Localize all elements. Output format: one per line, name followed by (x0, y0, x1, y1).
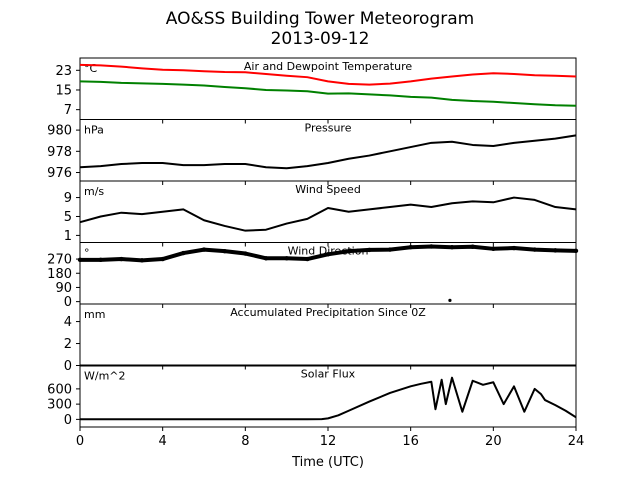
y-tick-label: 978 (47, 145, 72, 160)
y-tick-label: 90 (55, 281, 72, 296)
y-tick-label: 980 (47, 124, 72, 139)
series-line (79, 134, 577, 170)
panel-title: Wind Speed (295, 183, 361, 196)
y-tick-label: 15 (55, 83, 72, 98)
y-tick-label: 270 (47, 253, 72, 268)
series-line (80, 244, 577, 263)
y-tick-label: 9 (64, 191, 72, 206)
y-tick-label: 0 (64, 295, 72, 310)
panel-title: Air and Dewpoint Temperature (244, 60, 412, 73)
series-line (79, 80, 577, 107)
y-tick-label: 7 (64, 103, 72, 118)
x-tick-label: 4 (159, 434, 167, 449)
x-axis-label: Time (UTC) (291, 455, 364, 470)
y-tick-label: 2 (64, 337, 72, 352)
y-tick-label: 0 (64, 359, 72, 374)
x-tick-label: 24 (568, 434, 585, 449)
panel-title: Wind Direction (288, 245, 369, 258)
y-tick-label: 180 (47, 267, 72, 282)
panel-unit-label: ° (84, 247, 90, 260)
x-tick-label: 20 (485, 434, 502, 449)
panel-title: Accumulated Precipitation Since 0Z (230, 306, 426, 319)
y-tick-label: 5 (64, 210, 72, 225)
panel-unit-label: °C (84, 62, 98, 75)
y-tick-label: 976 (47, 166, 72, 181)
series-line (79, 196, 577, 232)
y-tick-label: 23 (55, 64, 72, 79)
panel-0: 7 15 23 °C Air and Dewpoint Temperature (55, 57, 577, 124)
data-point (448, 298, 452, 302)
y-tick-label: 4 (64, 315, 72, 330)
panel-4: 0 2 4 mm Accumulated Precipitation Since 0Z (64, 303, 577, 374)
panel-unit-label: hPa (84, 124, 104, 137)
panel-unit-label: m/s (84, 185, 104, 198)
y-tick-label: 0 (64, 413, 72, 428)
figure-title: AO&SS Building Tower Meteorogram (166, 9, 474, 29)
panel-title: Solar Flux (301, 368, 356, 381)
y-tick-label: 300 (47, 398, 72, 413)
y-tick-label: 1 (64, 229, 72, 244)
x-tick-label: 0 (76, 434, 84, 449)
panel-unit-label: mm (84, 308, 105, 321)
panel-1: 976 978 980 hPa Pressure (47, 119, 577, 185)
figure-subtitle: 2013-09-12 (271, 29, 370, 49)
x-tick-label: 16 (402, 434, 419, 449)
series-line (79, 63, 577, 86)
panel-title: Pressure (305, 122, 352, 135)
x-tick-label: 12 (320, 434, 337, 449)
panel-2: 1 5 9 m/s Wind Speed (64, 180, 577, 247)
panel-unit-label: W/m^2 (84, 370, 126, 383)
x-tick-label: 8 (241, 434, 249, 449)
y-tick-label: 600 (47, 382, 72, 397)
series-line (80, 376, 577, 421)
